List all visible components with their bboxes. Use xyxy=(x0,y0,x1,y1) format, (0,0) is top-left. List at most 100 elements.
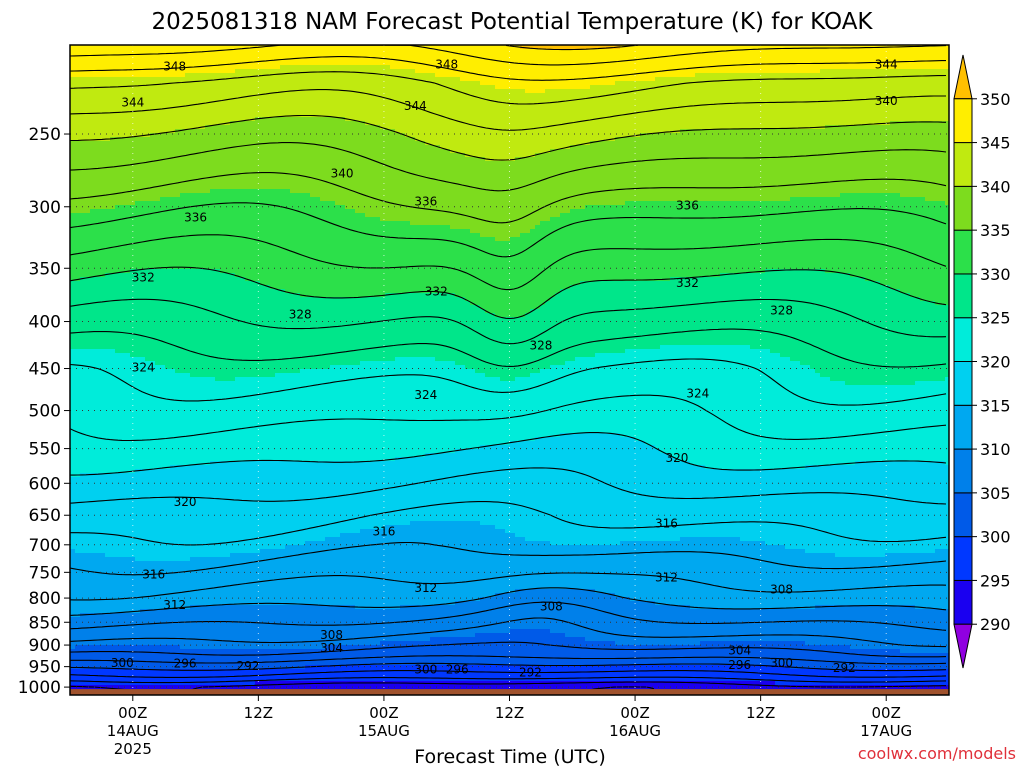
theta-cell xyxy=(640,105,646,110)
theta-cell xyxy=(915,97,921,102)
theta-cell xyxy=(485,113,491,118)
theta-cell xyxy=(235,105,241,110)
theta-cell xyxy=(485,153,491,158)
theta-cell xyxy=(75,97,81,102)
theta-cell xyxy=(360,137,366,142)
theta-cell xyxy=(285,153,291,158)
theta-cell xyxy=(225,105,231,110)
theta-cell xyxy=(545,121,551,126)
theta-cell xyxy=(95,129,101,134)
theta-cell xyxy=(500,113,506,118)
theta-cell xyxy=(565,129,571,134)
theta-cell xyxy=(860,141,866,146)
theta-cell xyxy=(540,129,546,134)
theta-cell xyxy=(155,61,161,66)
theta-cell xyxy=(80,101,86,106)
theta-cell xyxy=(105,121,111,126)
theta-cell xyxy=(345,93,351,98)
theta-cell xyxy=(600,125,606,130)
theta-cell xyxy=(650,113,656,118)
theta-cell xyxy=(945,105,951,110)
theta-cell xyxy=(500,65,506,70)
theta-cell xyxy=(410,65,416,70)
theta-cell xyxy=(90,121,96,126)
theta-cell xyxy=(645,141,651,146)
theta-cell xyxy=(600,149,606,154)
theta-cell xyxy=(265,157,271,162)
theta-cell xyxy=(445,125,451,130)
theta-cell xyxy=(665,97,671,102)
theta-cell xyxy=(400,85,406,90)
theta-cell xyxy=(225,73,231,78)
theta-cell xyxy=(80,73,86,78)
theta-cell xyxy=(560,149,566,154)
theta-cell xyxy=(760,101,766,106)
theta-cell xyxy=(710,69,716,74)
theta-cell xyxy=(945,101,951,106)
theta-cell xyxy=(925,81,931,86)
theta-cell xyxy=(425,73,431,78)
theta-cell xyxy=(845,113,851,118)
theta-cell xyxy=(165,93,171,98)
theta-cell xyxy=(770,61,776,66)
theta-cell xyxy=(945,97,951,102)
theta-cell xyxy=(925,133,931,138)
theta-cell xyxy=(530,129,536,134)
theta-cell xyxy=(725,133,731,138)
theta-cell xyxy=(280,109,286,114)
theta-cell xyxy=(490,149,496,154)
theta-cell xyxy=(290,105,296,110)
theta-cell xyxy=(595,69,601,74)
theta-cell xyxy=(690,149,696,154)
theta-cell xyxy=(610,129,616,134)
theta-cell xyxy=(515,125,521,130)
theta-cell xyxy=(690,101,696,106)
theta-cell xyxy=(645,93,651,98)
theta-cell xyxy=(850,109,856,114)
theta-cell xyxy=(105,61,111,66)
theta-cell xyxy=(370,105,376,110)
theta-cell xyxy=(920,141,926,146)
theta-cell xyxy=(790,49,796,54)
theta-cell xyxy=(130,125,136,130)
theta-cell xyxy=(260,81,266,86)
theta-cell xyxy=(930,93,936,98)
theta-cell xyxy=(340,141,346,146)
theta-cell xyxy=(440,121,446,126)
theta-cell xyxy=(690,69,696,74)
theta-cell xyxy=(865,137,871,142)
theta-cell xyxy=(385,109,391,114)
theta-cell xyxy=(200,93,206,98)
theta-cell xyxy=(535,81,541,86)
theta-cell xyxy=(570,93,576,98)
theta-cell xyxy=(830,113,836,118)
theta-cell xyxy=(495,105,501,110)
theta-cell xyxy=(425,129,431,134)
theta-cell xyxy=(195,57,201,62)
theta-cell xyxy=(540,49,546,54)
theta-cell xyxy=(650,73,656,78)
theta-cell xyxy=(805,137,811,142)
theta-cell xyxy=(285,137,291,142)
theta-cell xyxy=(365,149,371,154)
theta-cell xyxy=(115,113,121,118)
theta-cell xyxy=(310,101,316,106)
theta-cell xyxy=(605,69,611,74)
theta-cell xyxy=(165,73,171,78)
theta-cell xyxy=(690,141,696,146)
theta-cell xyxy=(715,89,721,94)
theta-cell xyxy=(745,109,751,114)
theta-cell xyxy=(915,65,921,70)
theta-cell xyxy=(930,153,936,158)
theta-cell xyxy=(180,137,186,142)
theta-cell xyxy=(145,73,151,78)
theta-cell xyxy=(300,129,306,134)
theta-cell xyxy=(440,149,446,154)
theta-cell xyxy=(185,141,191,146)
theta-cell xyxy=(585,149,591,154)
theta-cell xyxy=(770,129,776,134)
theta-cell xyxy=(610,101,616,106)
theta-cell xyxy=(335,125,341,130)
theta-cell xyxy=(745,69,751,74)
theta-cell xyxy=(575,125,581,130)
